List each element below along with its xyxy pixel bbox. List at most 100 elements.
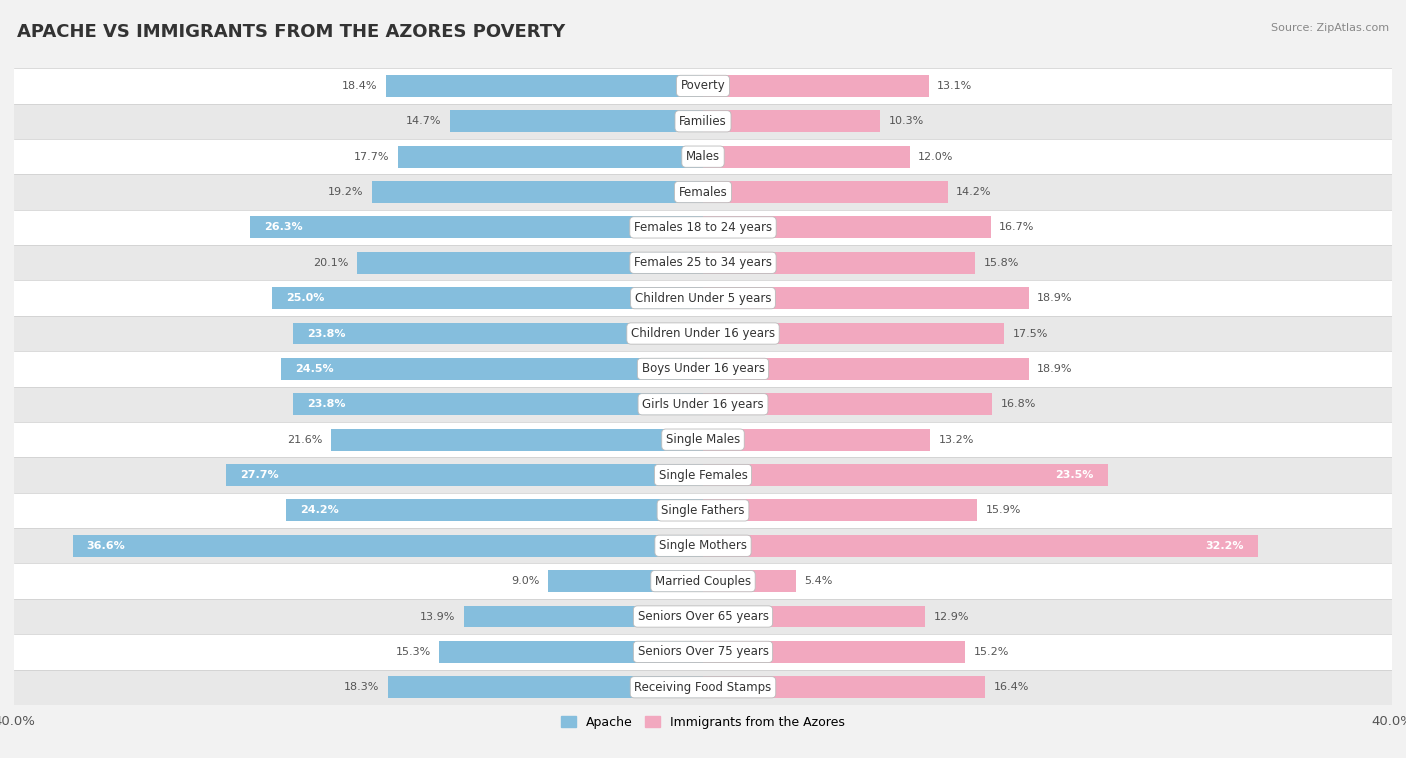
Text: 17.7%: 17.7%	[354, 152, 389, 161]
Text: 15.2%: 15.2%	[973, 647, 1008, 657]
Bar	[14, 174, 1392, 210]
Text: Boys Under 16 years: Boys Under 16 years	[641, 362, 765, 375]
Text: 15.3%: 15.3%	[395, 647, 430, 657]
Bar	[14, 528, 1392, 563]
Text: Girls Under 16 years: Girls Under 16 years	[643, 398, 763, 411]
Text: 20.1%: 20.1%	[312, 258, 349, 268]
Bar	[703, 287, 1029, 309]
Text: Males: Males	[686, 150, 720, 163]
Bar	[250, 217, 703, 238]
Text: 16.4%: 16.4%	[994, 682, 1029, 692]
Text: 27.7%: 27.7%	[239, 470, 278, 480]
Bar	[703, 429, 931, 450]
Text: 15.9%: 15.9%	[986, 506, 1021, 515]
Bar	[292, 393, 703, 415]
Text: Receiving Food Stamps: Receiving Food Stamps	[634, 681, 772, 694]
Bar	[330, 429, 703, 450]
Bar	[14, 104, 1392, 139]
Text: Seniors Over 75 years: Seniors Over 75 years	[637, 645, 769, 659]
Text: Single Females: Single Females	[658, 468, 748, 481]
Bar	[703, 676, 986, 698]
Bar	[703, 111, 880, 132]
Text: Single Fathers: Single Fathers	[661, 504, 745, 517]
Text: 12.0%: 12.0%	[918, 152, 953, 161]
Text: 18.3%: 18.3%	[344, 682, 380, 692]
Text: 24.2%: 24.2%	[299, 506, 339, 515]
Bar	[14, 634, 1392, 669]
Text: Females 18 to 24 years: Females 18 to 24 years	[634, 221, 772, 234]
Bar	[548, 570, 703, 592]
Text: 32.2%: 32.2%	[1205, 540, 1244, 551]
Bar	[14, 457, 1392, 493]
Bar	[14, 563, 1392, 599]
Bar	[388, 676, 703, 698]
Bar	[14, 245, 1392, 280]
Legend: Apache, Immigrants from the Azores: Apache, Immigrants from the Azores	[555, 711, 851, 734]
Text: 14.2%: 14.2%	[956, 187, 991, 197]
Text: Poverty: Poverty	[681, 80, 725, 92]
Text: 16.7%: 16.7%	[1000, 222, 1035, 233]
Text: APACHE VS IMMIGRANTS FROM THE AZORES POVERTY: APACHE VS IMMIGRANTS FROM THE AZORES POV…	[17, 23, 565, 41]
Text: 14.7%: 14.7%	[406, 116, 441, 127]
Bar	[14, 493, 1392, 528]
Text: Children Under 16 years: Children Under 16 years	[631, 327, 775, 340]
Bar	[14, 422, 1392, 457]
Text: 26.3%: 26.3%	[264, 222, 302, 233]
Text: 13.1%: 13.1%	[938, 81, 973, 91]
Text: Seniors Over 65 years: Seniors Over 65 years	[637, 610, 769, 623]
Bar	[703, 358, 1029, 380]
Text: 9.0%: 9.0%	[510, 576, 540, 586]
Bar	[703, 181, 948, 203]
Bar	[357, 252, 703, 274]
Text: Single Mothers: Single Mothers	[659, 539, 747, 553]
Bar	[273, 287, 703, 309]
Bar	[287, 500, 703, 522]
Bar	[387, 75, 703, 97]
Bar	[14, 280, 1392, 316]
Bar	[398, 146, 703, 168]
Text: 24.5%: 24.5%	[295, 364, 333, 374]
Bar	[703, 252, 976, 274]
Text: Single Males: Single Males	[666, 433, 740, 446]
Text: 23.8%: 23.8%	[307, 328, 346, 339]
Text: 12.9%: 12.9%	[934, 612, 969, 622]
Text: 19.2%: 19.2%	[328, 187, 364, 197]
Bar	[14, 210, 1392, 245]
Bar	[703, 393, 993, 415]
Bar	[14, 387, 1392, 422]
Bar	[703, 500, 977, 522]
Bar	[703, 323, 1004, 344]
Text: 13.9%: 13.9%	[419, 612, 456, 622]
Text: 17.5%: 17.5%	[1012, 328, 1049, 339]
Bar	[703, 570, 796, 592]
Bar	[464, 606, 703, 628]
Bar	[14, 139, 1392, 174]
Text: Females: Females	[679, 186, 727, 199]
Bar	[703, 146, 910, 168]
Text: 25.0%: 25.0%	[287, 293, 325, 303]
Bar	[703, 464, 1108, 486]
Bar	[281, 358, 703, 380]
Text: 5.4%: 5.4%	[804, 576, 832, 586]
Text: 36.6%: 36.6%	[86, 540, 125, 551]
Text: Source: ZipAtlas.com: Source: ZipAtlas.com	[1271, 23, 1389, 33]
Bar	[373, 181, 703, 203]
Text: 23.8%: 23.8%	[307, 399, 346, 409]
Bar	[703, 535, 1257, 556]
Bar	[440, 641, 703, 662]
Text: 10.3%: 10.3%	[889, 116, 924, 127]
Bar	[14, 599, 1392, 634]
Text: Families: Families	[679, 114, 727, 128]
Text: 18.4%: 18.4%	[342, 81, 377, 91]
Text: 18.9%: 18.9%	[1038, 293, 1073, 303]
Text: 16.8%: 16.8%	[1001, 399, 1036, 409]
Bar	[226, 464, 703, 486]
Text: 23.5%: 23.5%	[1056, 470, 1094, 480]
Text: 15.8%: 15.8%	[984, 258, 1019, 268]
Bar	[292, 323, 703, 344]
Text: 13.2%: 13.2%	[939, 434, 974, 445]
Bar	[703, 641, 965, 662]
Text: Females 25 to 34 years: Females 25 to 34 years	[634, 256, 772, 269]
Text: 21.6%: 21.6%	[287, 434, 322, 445]
Text: Children Under 5 years: Children Under 5 years	[634, 292, 772, 305]
